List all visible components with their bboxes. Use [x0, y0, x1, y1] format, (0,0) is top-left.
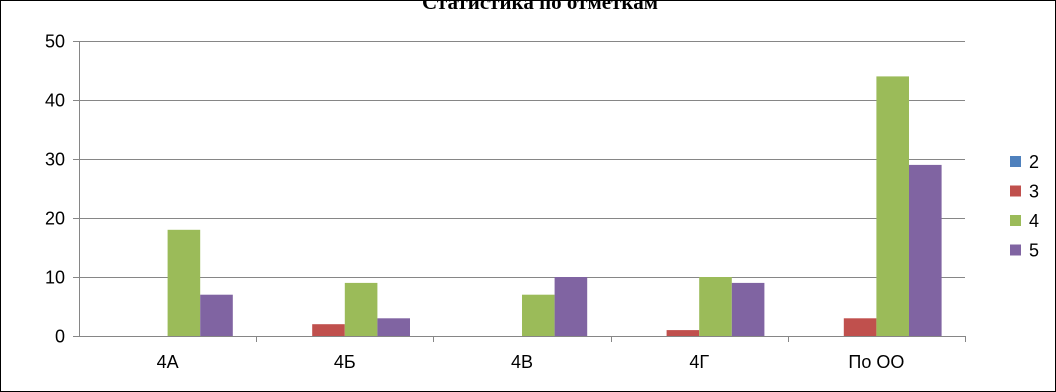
bar-4-4 — [876, 76, 909, 337]
x-tick-label: По ОО — [848, 352, 904, 372]
y-tick-label: 20 — [45, 209, 65, 229]
bars — [167, 76, 942, 337]
chart-title: Статистика по отметкам — [422, 0, 658, 14]
y-tick-label: 0 — [55, 327, 65, 347]
bar-5-4 — [909, 164, 942, 336]
legend: 2 3 4 5 — [1010, 152, 1039, 261]
bar-3-3 — [666, 330, 700, 336]
legend-swatch-3 — [1010, 185, 1021, 197]
legend-swatch-5 — [1010, 244, 1021, 256]
y-tick-label: 10 — [45, 268, 65, 288]
bar-3-1 — [312, 324, 345, 336]
bar-4-2 — [522, 294, 555, 336]
legend-label: 2 — [1029, 152, 1039, 172]
bar-5-1 — [377, 318, 410, 336]
bar-4-0 — [167, 229, 201, 336]
bar-4-3 — [699, 277, 732, 336]
y-tick-label: 30 — [45, 150, 65, 170]
legend-label: 5 — [1029, 241, 1039, 261]
legend-swatch-4 — [1010, 215, 1021, 226]
x-tick-label: 4Б — [334, 352, 356, 372]
x-tick-label: 4А — [157, 352, 179, 372]
bar-4-1 — [344, 282, 378, 336]
y-tick-label: 40 — [45, 91, 65, 111]
axes: 0 10 20 30 40 50 4А 4Б 4В 4Г По ОО — [45, 32, 966, 372]
y-tick-label: 50 — [45, 32, 65, 52]
x-tick-label: 4Г — [689, 352, 709, 372]
legend-label: 4 — [1029, 211, 1039, 231]
bar-5-2 — [554, 277, 588, 336]
legend-swatch-2 — [1010, 156, 1021, 167]
bar-5-3 — [731, 282, 765, 336]
legend-label: 3 — [1029, 182, 1039, 202]
x-tick-label: 4В — [511, 352, 533, 372]
bar-3-4 — [843, 318, 877, 336]
gridlines — [79, 41, 965, 278]
bar-5-0 — [200, 294, 233, 336]
